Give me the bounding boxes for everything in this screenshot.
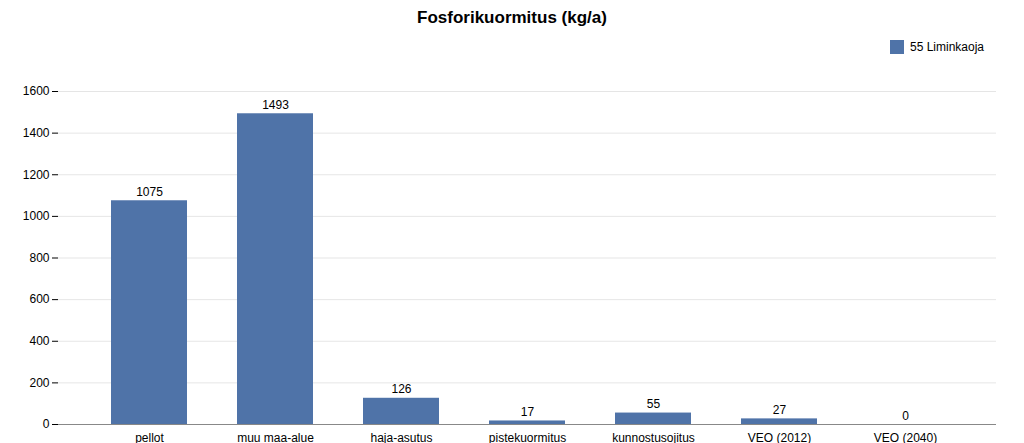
svg-text:400: 400 — [29, 334, 49, 348]
svg-text:27: 27 — [773, 403, 787, 417]
svg-text:17: 17 — [521, 405, 535, 419]
svg-text:1493: 1493 — [262, 98, 289, 112]
svg-text:VEO (2012): VEO (2012) — [748, 431, 811, 443]
svg-text:1075: 1075 — [136, 185, 163, 199]
svg-text:1200: 1200 — [23, 168, 50, 182]
html-text:55 Liminkaoja: 55 Liminkaoja — [910, 39, 984, 54]
svg-text:800: 800 — [29, 251, 49, 265]
html-text:Fosforikuormitus (kg/a): Fosforikuormitus (kg/a) — [417, 8, 607, 27]
svg-text:kunnostusojitus: kunnostusojitus — [612, 431, 695, 443]
svg-text:pellot: pellot — [135, 431, 164, 443]
svg-text:muu maa-alue: muu maa-alue — [237, 431, 314, 443]
svg-text:1600: 1600 — [23, 84, 50, 98]
svg-text:haja-asutus: haja-asutus — [370, 431, 432, 443]
svg-text:600: 600 — [29, 292, 49, 306]
svg-text:200: 200 — [29, 376, 49, 390]
svg-text:1000: 1000 — [23, 209, 50, 223]
svg-text:126: 126 — [391, 382, 411, 396]
svg-text:0: 0 — [902, 409, 909, 423]
svg-text:55: 55 — [647, 397, 661, 411]
svg-text:pistekuormitus: pistekuormitus — [489, 431, 566, 443]
svg-text:0: 0 — [43, 417, 50, 431]
svg-text:VEO (2040): VEO (2040) — [874, 431, 937, 443]
svg-text:1400: 1400 — [23, 126, 50, 140]
